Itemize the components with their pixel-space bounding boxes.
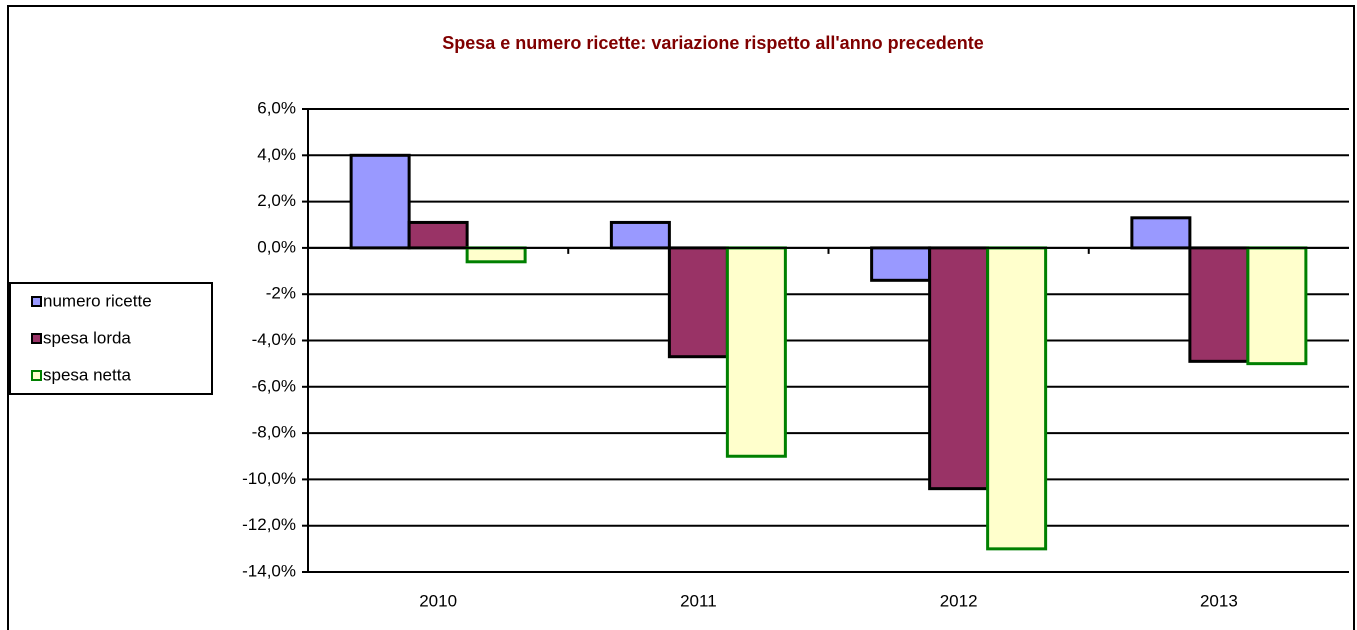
legend-label: spesa netta xyxy=(43,365,131,384)
bar xyxy=(1130,216,1192,250)
legend-label: numero ricette xyxy=(43,291,152,310)
y-tick-label: 6,0% xyxy=(257,98,296,117)
y-tick-label: 4,0% xyxy=(257,145,296,164)
bar xyxy=(407,220,469,250)
y-tick-label: -8,0% xyxy=(252,423,296,442)
y-tick-label: 2,0% xyxy=(257,191,296,210)
bar xyxy=(725,246,787,458)
legend-swatch xyxy=(31,333,42,344)
legend-label: spesa lorda xyxy=(43,328,131,347)
bar xyxy=(609,220,671,250)
bar xyxy=(349,153,411,250)
bar xyxy=(1246,246,1308,366)
y-tick-label: 0,0% xyxy=(257,237,296,256)
legend-swatch xyxy=(31,370,42,381)
y-tick-label: -6,0% xyxy=(252,376,296,395)
bar xyxy=(986,246,1048,551)
x-tick-label: 2011 xyxy=(680,591,717,610)
y-tick-label: -14,0% xyxy=(242,561,296,580)
x-tick-label: 2010 xyxy=(419,591,457,610)
x-tick-label: 2013 xyxy=(1200,591,1238,610)
chart-title: Spesa e numero ricette: variazione rispe… xyxy=(442,33,983,53)
y-tick-label: -2% xyxy=(266,284,296,303)
bar xyxy=(465,246,527,264)
legend-box xyxy=(9,282,213,395)
x-tick-label: 2012 xyxy=(940,591,978,610)
bar xyxy=(870,246,932,282)
bar xyxy=(1188,246,1250,363)
y-tick-label: -10,0% xyxy=(242,469,296,488)
legend-swatch xyxy=(31,296,42,307)
y-tick-label: -12,0% xyxy=(242,515,296,534)
y-tick-label: -4,0% xyxy=(252,330,296,349)
bar xyxy=(928,246,990,491)
bar xyxy=(667,246,729,359)
